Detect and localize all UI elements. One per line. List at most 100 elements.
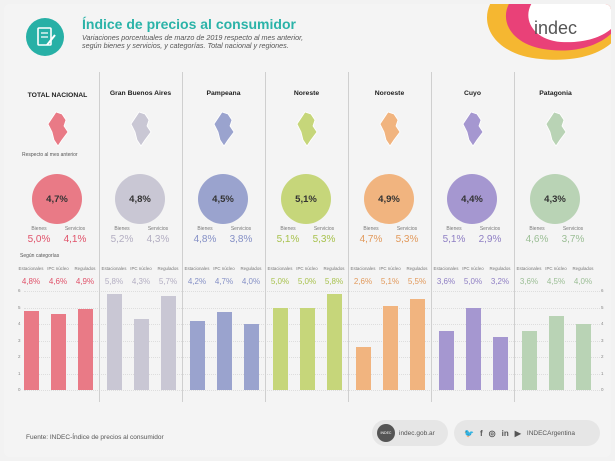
region-general-value: 4,3% [530,174,580,224]
servicios-label: Servicios [313,226,335,232]
category-header: Regulados [240,266,262,271]
category-header: Regulados [406,266,428,271]
category-bar [493,337,508,390]
region-column: Cuyo 4,4% Bienes Servicios 5,1% 2,9% Estaciona… [431,70,514,430]
region-map-icon [44,110,72,148]
category-header: Regulados [572,266,594,271]
region-name: Noroeste [374,90,405,97]
category-bar [134,319,149,390]
category-header: IPC núcleo [545,266,567,271]
category-header: Regulados [489,266,511,271]
servicios-label: Servicios [479,226,501,232]
region-name: Gran Buenos Aires [109,90,172,97]
category-bar [522,330,537,390]
region-column: Noroeste 4,9% Bienes Servicios 4,7% 5,3% Estac… [348,70,431,430]
bienes-label: Bienes [363,226,379,232]
region-name: Cuyo [464,90,481,97]
category-bar [244,324,259,390]
facebook-icon[interactable]: f [479,428,483,438]
region-column: Pampeana 4,5% Bienes Servicios 4,8% 3,8% Estac… [182,70,265,430]
gridline [24,390,600,391]
category-header: Estacionales [184,266,210,271]
y-tick-label-right: 0 [601,387,604,392]
category-value: 3,2% [490,277,510,286]
category-value: 4,8% [21,277,41,286]
servicios-value: 3,7% [561,234,585,245]
category-value: 4,9% [75,277,95,286]
y-tick-label-left: 3 [18,337,21,343]
region-column: TOTAL NACIONAL 4,7% Bienes Servicios 5,0% 4,1… [16,70,99,430]
twitter-icon[interactable]: 🐦 [464,428,474,438]
website-pill[interactable]: INDEC indec.gob.ar [372,420,448,446]
category-bar [107,294,122,390]
category-header: Estacionales [433,266,459,271]
servicios-label: Servicios [147,226,169,232]
category-bar [576,324,591,390]
region-name: Noreste [293,90,320,97]
category-value: 4,0% [241,277,261,286]
linkedin-icon[interactable]: in [501,428,509,438]
category-value: 5,0% [463,277,483,286]
servicios-value: 5,3% [312,234,336,245]
servicios-value: 4,1% [63,234,87,245]
category-value: 5,1% [380,277,400,286]
bienes-value: 5,1% [442,234,466,245]
region-divider [182,72,183,402]
region-divider [99,72,100,402]
bienes-label: Bienes [197,226,213,232]
region-general-value: 5,1% [281,174,331,224]
category-bar [356,347,371,390]
bienes-label: Bienes [31,226,47,232]
servicios-label: Servicios [396,226,418,232]
servicios-value: 5,3% [395,234,419,245]
category-bar [439,330,454,390]
region-map-icon [376,110,404,148]
category-bar [78,309,93,390]
page-title: Índice de precios al consumidor [82,16,296,32]
category-value: 4,3% [131,277,151,286]
document-edit-icon [26,18,64,56]
region-general-value: 4,7% [32,174,82,224]
region-column: Patagonia 4,3% Bienes Servicios 4,6% 3,7% Esta… [514,70,597,430]
region-column: Gran Buenos Aires 4,8% Bienes Servicios 5,2%… [99,70,182,430]
category-header: Estacionales [267,266,293,271]
y-tick-label-right: 6 [601,288,604,293]
y-tick-label-right: 4 [601,321,604,326]
bienes-value: 4,8% [193,234,217,245]
region-map-icon [459,110,487,148]
category-header: IPC núcleo [213,266,235,271]
category-bar [161,295,176,390]
y-tick-label-left: 4 [18,321,21,326]
instagram-icon[interactable]: ◎ [488,428,496,438]
servicios-label: Servicios [562,226,584,232]
category-bar [190,320,205,390]
infographic-card: indec Índice de precios al consumidor Va… [4,4,611,457]
bienes-value: 5,0% [27,234,51,245]
category-header: IPC núcleo [296,266,318,271]
category-header: IPC núcleo [47,266,69,271]
category-value: 5,5% [407,277,427,286]
category-value: 4,2% [187,277,207,286]
category-bar [300,307,315,390]
bienes-value: 5,2% [110,234,134,245]
social-pill[interactable]: 🐦 f ◎ in ▶ INDECArgentina [454,420,600,446]
region-name: Patagonia [539,90,572,97]
category-bar [410,299,425,390]
page-subtitle: Variaciones porcentuales de marzo de 201… [82,33,304,51]
category-value: 5,0% [297,277,317,286]
category-value: 5,8% [324,277,344,286]
category-header: Regulados [74,266,96,271]
region-divider [265,72,266,402]
category-header: Regulados [157,266,179,271]
y-tick-label-left: 0 [18,387,21,392]
category-header: Estacionales [350,266,376,271]
indec-logo-shape [487,4,611,60]
category-bar [383,305,398,390]
category-value: 3,6% [519,277,539,286]
youtube-icon[interactable]: ▶ [514,428,521,438]
category-value: 4,7% [214,277,234,286]
category-bar [51,314,66,390]
category-value: 3,6% [436,277,456,286]
y-tick-label-left: 5 [18,304,21,310]
region-divider [431,72,432,402]
